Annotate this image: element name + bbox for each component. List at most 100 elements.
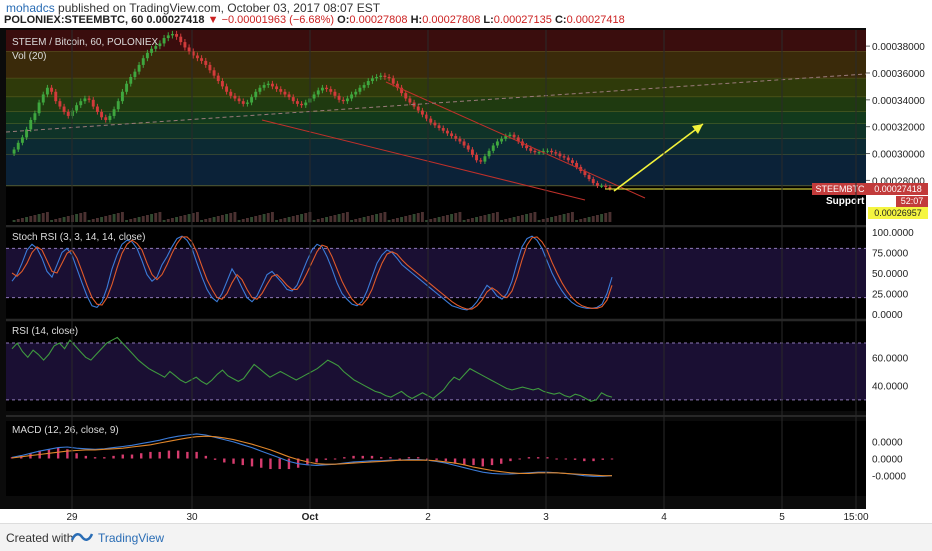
rsi-tick-label: 40.0000 (872, 382, 909, 393)
macd-histogram-bar (481, 458, 484, 467)
volume-bar (58, 218, 62, 222)
candle-body (333, 91, 337, 96)
macd-histogram-bar (213, 458, 217, 460)
volume-bar (104, 216, 108, 222)
macd-histogram-bar (398, 458, 401, 460)
candle-body (129, 77, 133, 84)
symbol-label: POLONIEX:STEEMBTC, 60 (4, 14, 144, 26)
volume-bar (429, 219, 433, 222)
candle-body (604, 185, 608, 188)
volume-bar (350, 220, 354, 222)
volume-bar (441, 216, 445, 222)
candle-body (416, 106, 420, 111)
candle-body (395, 83, 399, 88)
volume-bar (275, 220, 279, 222)
candle-body (404, 93, 408, 99)
candle-body (400, 87, 404, 94)
ohlc-line: POLONIEX:STEEMBTC, 60 0.00027418 ▼ −0.00… (4, 14, 625, 26)
volume-bar (91, 219, 95, 222)
candle-body (516, 137, 520, 142)
candle-body (241, 101, 245, 104)
candle-body (58, 101, 62, 107)
volume-bar (312, 220, 316, 222)
volume-bar (316, 219, 320, 222)
macd-histogram-bar (426, 458, 429, 460)
volume-bar (287, 217, 291, 222)
macd-histogram-bar (509, 458, 512, 462)
candle-body (337, 95, 341, 100)
volume-bar (187, 214, 191, 222)
candle-body (558, 153, 562, 157)
candle-body (316, 90, 320, 95)
price-tick-label: 0.00038000 (872, 42, 925, 53)
candle-body (550, 150, 554, 153)
volume-bar (225, 214, 229, 222)
low-value: 0.00027135 (493, 14, 552, 26)
candle-body (258, 87, 262, 92)
macd-histogram-bar (260, 458, 263, 468)
macd-tick-label: -0.0000 (872, 472, 906, 483)
series-line-1 (11, 336, 613, 402)
candle-body (358, 87, 362, 92)
tradingview-link[interactable]: TradingView (98, 531, 165, 545)
volume-bar (62, 217, 66, 222)
volume-bar (75, 214, 79, 222)
candle-body (262, 85, 266, 88)
volume-bar (575, 220, 579, 222)
candle-body (429, 118, 433, 123)
candle-body (200, 58, 204, 61)
candle-body (191, 51, 195, 56)
candle-body (20, 137, 24, 143)
candle-body (554, 152, 558, 154)
volume-bar (158, 212, 162, 222)
macd-histogram-bar (232, 458, 235, 464)
macd-histogram-bar (500, 458, 503, 464)
volume-bar (600, 214, 604, 222)
macd-histogram-bar (343, 457, 346, 459)
chart-canvas[interactable]: STEEM / Bitcoin, 60, POLONIEX Vol (20) 0.0… (0, 28, 932, 523)
candle-body (75, 105, 79, 111)
volume-bar (445, 215, 449, 222)
volume-bar (475, 217, 479, 222)
macd-histogram-bar (167, 450, 171, 459)
volume-bar (216, 216, 220, 222)
candle-body (141, 58, 145, 65)
volume-bar (33, 215, 37, 222)
close-label: C: (554, 14, 567, 26)
candle-body (133, 71, 137, 77)
candle-body (91, 99, 95, 107)
created-with-label: Created with (6, 531, 74, 545)
macd-histogram-bar (112, 455, 115, 459)
candle-body (537, 152, 541, 154)
price-tick-label: 0.00036000 (872, 69, 925, 80)
volume-bar (304, 213, 308, 222)
stoch-tick-label: 75.0000 (872, 249, 909, 260)
candle-body (229, 91, 233, 96)
candle-body (208, 64, 212, 71)
volume-bar (229, 213, 233, 222)
volume-bar (54, 219, 58, 222)
candle-body (458, 138, 462, 142)
volume-bar (137, 217, 141, 222)
volume-bar (425, 220, 429, 222)
volume-bar (458, 212, 462, 222)
candle-body (508, 134, 512, 137)
volume-bar (291, 216, 295, 222)
volume-bar (83, 212, 87, 222)
candle-body (41, 94, 45, 103)
volume-bar (162, 220, 166, 222)
volume-bar (516, 216, 520, 222)
volume-bar (208, 218, 212, 222)
candle-body (491, 145, 495, 151)
volume-bar (354, 219, 358, 222)
candle-body (450, 133, 454, 137)
macd-histogram-bar (490, 458, 494, 466)
volume-bar (262, 214, 266, 222)
author-link[interactable]: mohadcs (6, 1, 55, 15)
volume-bar (525, 214, 529, 222)
candle-body (158, 43, 162, 47)
candle-body (454, 136, 458, 139)
candle-body (304, 102, 308, 106)
volume-bar (212, 217, 216, 222)
stoch-tick-label: 0.0000 (872, 310, 903, 321)
